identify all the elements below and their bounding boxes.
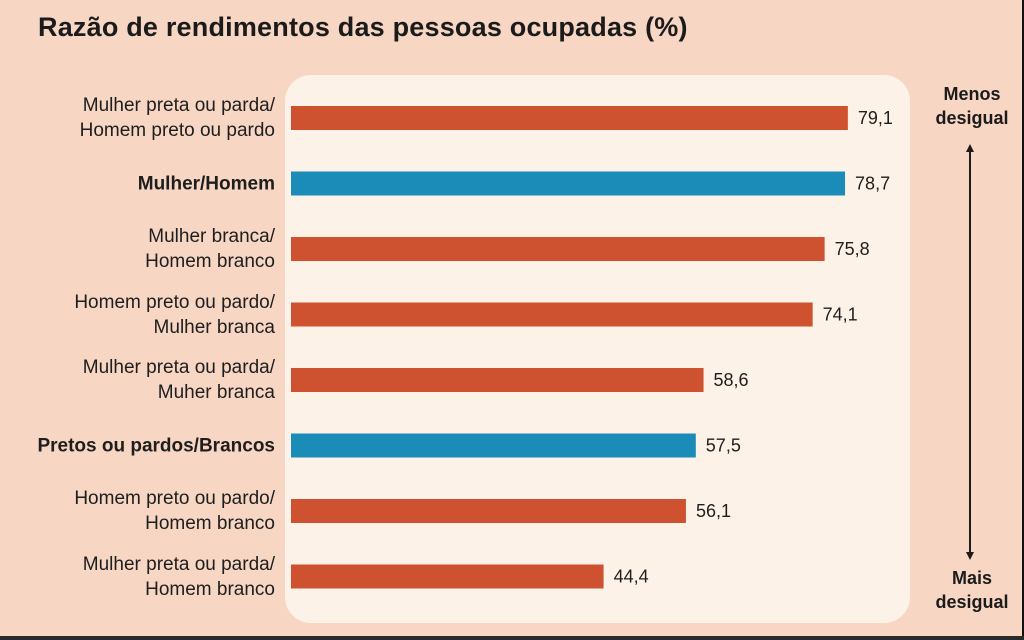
more-unequal-label: Mais desigual <box>935 568 1009 612</box>
category-label-2: Mulher/Homem <box>137 173 275 194</box>
bar-2 <box>291 171 846 196</box>
category-label-3: Mulher branca/ Homem branco <box>145 226 275 272</box>
right-frame-edge <box>1022 0 1024 640</box>
bar-5 <box>291 368 704 392</box>
value-label-5: 58,6 <box>714 370 749 390</box>
bottom-frame-edge <box>0 636 1024 640</box>
bar-8 <box>291 564 604 589</box>
category-label-6: Pretos ou pardos/Brancos <box>37 435 275 456</box>
bar-7 <box>291 499 686 523</box>
bar-3 <box>291 237 825 261</box>
category-labels: Mulher preta ou parda/ Homem preto ou pa… <box>0 0 275 640</box>
category-label-4: Homem preto ou pardo/ Mulher branca <box>74 291 275 338</box>
chart-title: Razão de rendimentos das pessoas ocupada… <box>38 12 688 42</box>
bar-1 <box>291 106 848 130</box>
bar-4 <box>291 302 813 327</box>
value-label-6: 57,5 <box>706 436 741 456</box>
value-label-2: 78,7 <box>855 174 890 194</box>
value-label-1: 79,1 <box>858 108 893 128</box>
value-label-8: 44,4 <box>614 567 649 587</box>
chart-panel <box>285 75 910 623</box>
value-label-3: 75,8 <box>835 239 870 259</box>
bar-6 <box>291 433 696 458</box>
category-label-1: Mulher preta ou parda/ Homem preto ou pa… <box>79 95 275 141</box>
category-label-8: Mulher preta ou parda/ Homem branco <box>82 553 275 600</box>
category-label-5: Mulher preta ou parda/ Muher branca <box>82 357 275 403</box>
less-unequal-label: Menos desigual <box>935 84 1009 128</box>
category-label-7: Homem preto ou pardo/ Homem branco <box>74 488 275 534</box>
value-label-4: 74,1 <box>823 305 858 325</box>
value-label-7: 56,1 <box>696 501 731 521</box>
